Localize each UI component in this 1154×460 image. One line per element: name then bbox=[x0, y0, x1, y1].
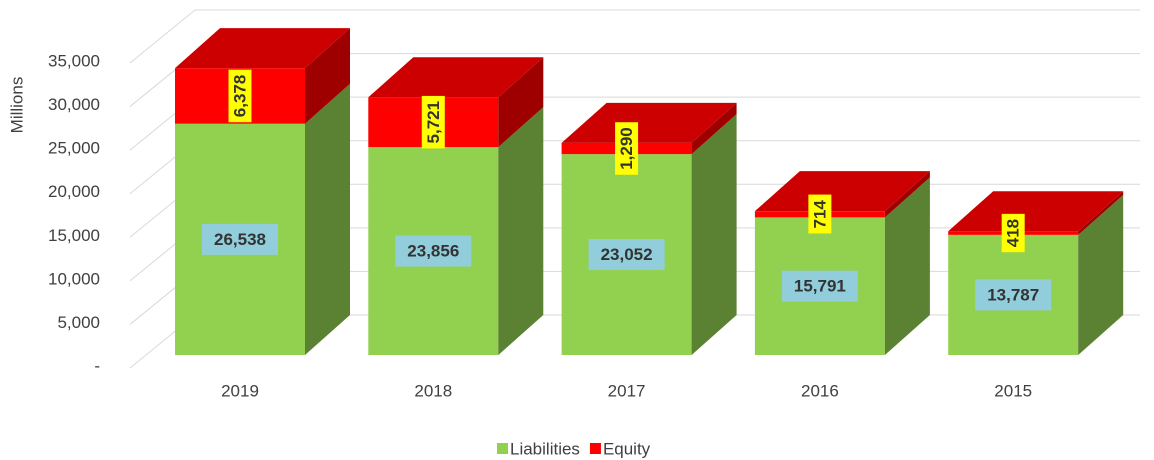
data-label-text: 26,538 bbox=[214, 230, 266, 249]
bar-side bbox=[691, 114, 737, 355]
y-tick-label: 30,000 bbox=[48, 95, 100, 114]
data-label-box bbox=[615, 122, 639, 175]
data-label-text: 15,791 bbox=[794, 277, 846, 296]
bar-side bbox=[1078, 194, 1124, 355]
data-label-text: 13,787 bbox=[987, 285, 1039, 304]
data-label-text: 6,378 bbox=[230, 75, 249, 118]
data-label-box bbox=[1001, 213, 1025, 253]
data-label: 1,290 bbox=[615, 122, 639, 175]
legend-label: Equity bbox=[603, 439, 651, 458]
grid-line-diag bbox=[129, 9, 196, 64]
legend-swatch bbox=[589, 443, 601, 454]
data-label-box bbox=[975, 279, 1052, 311]
data-label-box bbox=[781, 270, 858, 302]
data-label-box bbox=[588, 239, 665, 271]
bar-side bbox=[884, 171, 930, 218]
y-tick-label: 35,000 bbox=[48, 51, 100, 70]
data-label-text: 714 bbox=[810, 200, 829, 229]
data-label: 5,721 bbox=[421, 95, 445, 149]
data-label-box bbox=[202, 223, 278, 255]
data-label-text: 23,856 bbox=[407, 242, 459, 261]
data-label: 15,791 bbox=[781, 270, 858, 302]
bar-top bbox=[948, 191, 1124, 232]
legend-label: Liabilities bbox=[510, 439, 580, 458]
data-label: 23,856 bbox=[395, 235, 472, 267]
legend-swatch bbox=[497, 443, 508, 454]
data-label: 6,378 bbox=[228, 69, 252, 123]
data-label-text: 23,052 bbox=[601, 245, 653, 264]
bar-side bbox=[305, 83, 350, 355]
x-tick-label: 2019 bbox=[221, 381, 259, 400]
bar-top bbox=[368, 57, 544, 98]
data-label-text: 5,721 bbox=[424, 101, 443, 144]
bar-top bbox=[561, 102, 737, 143]
bar-side bbox=[498, 57, 544, 148]
x-tick-label: 2018 bbox=[414, 381, 452, 400]
bar-side bbox=[691, 102, 737, 155]
y-tick-label: 10,000 bbox=[48, 269, 100, 288]
data-label: 13,787 bbox=[975, 279, 1052, 311]
data-label-text: 418 bbox=[1004, 219, 1023, 247]
data-label-text: 1,290 bbox=[617, 127, 636, 170]
y-axis-label: Millions bbox=[7, 77, 26, 134]
data-label: 418 bbox=[1001, 213, 1025, 253]
x-tick-label: 2016 bbox=[801, 381, 839, 400]
y-tick-label: 20,000 bbox=[48, 182, 100, 201]
bar-top bbox=[175, 28, 350, 69]
bar-side bbox=[305, 28, 350, 124]
data-label: 23,052 bbox=[588, 239, 665, 271]
data-label-box bbox=[808, 194, 832, 234]
bar-top bbox=[754, 171, 930, 212]
y-tick-label: 25,000 bbox=[48, 139, 100, 158]
data-label-box bbox=[421, 95, 445, 149]
y-tick-label: 15,000 bbox=[48, 226, 100, 245]
x-tick-label: 2015 bbox=[994, 381, 1032, 400]
x-tick-label: 2017 bbox=[608, 381, 646, 400]
data-label-box bbox=[228, 69, 252, 123]
data-label: 26,538 bbox=[202, 223, 278, 255]
y-tick-label: - bbox=[94, 356, 100, 375]
bar-side bbox=[884, 177, 930, 355]
bar-side bbox=[1078, 191, 1124, 235]
data-label-box bbox=[395, 235, 472, 267]
data-label: 714 bbox=[808, 194, 832, 234]
y-tick-label: 5,000 bbox=[57, 313, 100, 332]
bar-side bbox=[498, 107, 544, 355]
